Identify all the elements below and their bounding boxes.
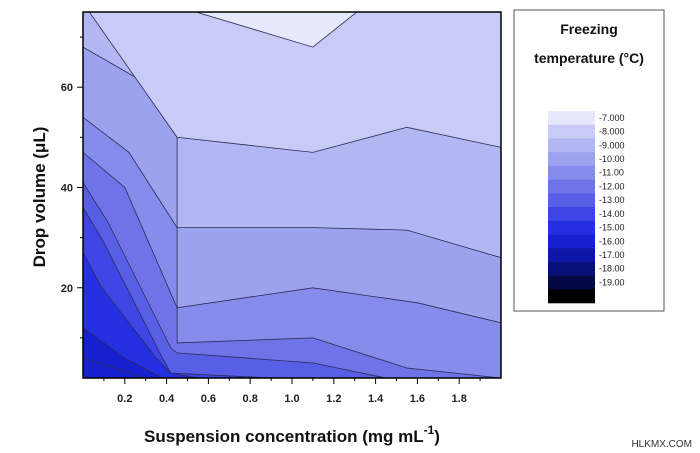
legend-swatch: [548, 152, 595, 167]
x-tick-label: 1.6: [410, 393, 425, 405]
legend-level-label: -16.00: [599, 236, 625, 246]
legend-swatch: [548, 289, 595, 304]
legend-level-label: -7.000: [599, 113, 625, 123]
legend-swatches: -7.000 -8.000 -9.000 -10.00 -11.00 -12.00 -13.…: [548, 111, 625, 304]
watermark: HLKMX.COM: [631, 439, 692, 450]
contour-region: [195, 12, 358, 48]
x-axis-title: Suspension concentration (mg mL-1): [144, 423, 440, 446]
legend-level-label: -11.00: [599, 168, 624, 178]
legend-level-label: -10.00: [599, 154, 625, 164]
legend-swatch: [548, 193, 595, 208]
x-tick-label: 0.2: [117, 393, 132, 405]
x-tick-label: 1.8: [452, 393, 467, 405]
legend-level-label: -13.00: [599, 195, 625, 205]
legend-swatch: [548, 261, 595, 276]
legend-swatch: [548, 111, 595, 126]
legend-swatch: [548, 248, 595, 263]
legend-level-label: -15.00: [599, 223, 625, 233]
legend-swatch: [548, 124, 595, 139]
y-axis-title: Drop volume (μL): [30, 127, 49, 268]
legend-swatch: [548, 207, 595, 222]
legend-swatch: [548, 165, 595, 180]
legend-swatch: [548, 220, 595, 235]
legend-level-label: -14.00: [599, 209, 625, 219]
legend-swatch: [548, 138, 595, 153]
y-tick-label: 60: [61, 82, 73, 94]
legend-level-label: -19.00: [599, 277, 625, 287]
legend-level-label: -8.000: [599, 127, 625, 137]
legend: Freezing temperature (°C) -7.000 -8.000 -9…: [513, 9, 665, 312]
legend-swatch: [548, 179, 595, 194]
y-tick-label: 40: [61, 182, 73, 194]
x-tick-label: 1.2: [326, 393, 341, 405]
contour-region: [83, 12, 501, 153]
x-tick-label: 1.0: [284, 393, 299, 405]
legend-level-label: -18.00: [599, 264, 625, 274]
x-tick-label: 0.4: [159, 393, 175, 405]
legend-level-label: -17.00: [599, 250, 625, 260]
y-tick-label: 20: [61, 283, 73, 295]
legend-swatch: [548, 275, 595, 290]
x-tick-label: 1.4: [368, 393, 384, 405]
legend-level-label: -9.000: [599, 140, 625, 150]
x-axis-ticks: 0.2 0.4 0.6 0.8 1.0 1.2 1.4 1.6 1.8: [103, 378, 481, 405]
x-tick-label: 0.6: [201, 393, 216, 405]
legend-level-label: -12.00: [599, 181, 625, 191]
legend-title-line1: Freezing: [560, 21, 618, 37]
legend-swatch: [548, 234, 595, 249]
legend-title-line2: temperature (°C): [534, 50, 644, 66]
contour-regions: [83, 12, 501, 378]
x-tick-label: 0.8: [243, 393, 258, 405]
y-axis-ticks: 20 40 60: [61, 36, 83, 339]
